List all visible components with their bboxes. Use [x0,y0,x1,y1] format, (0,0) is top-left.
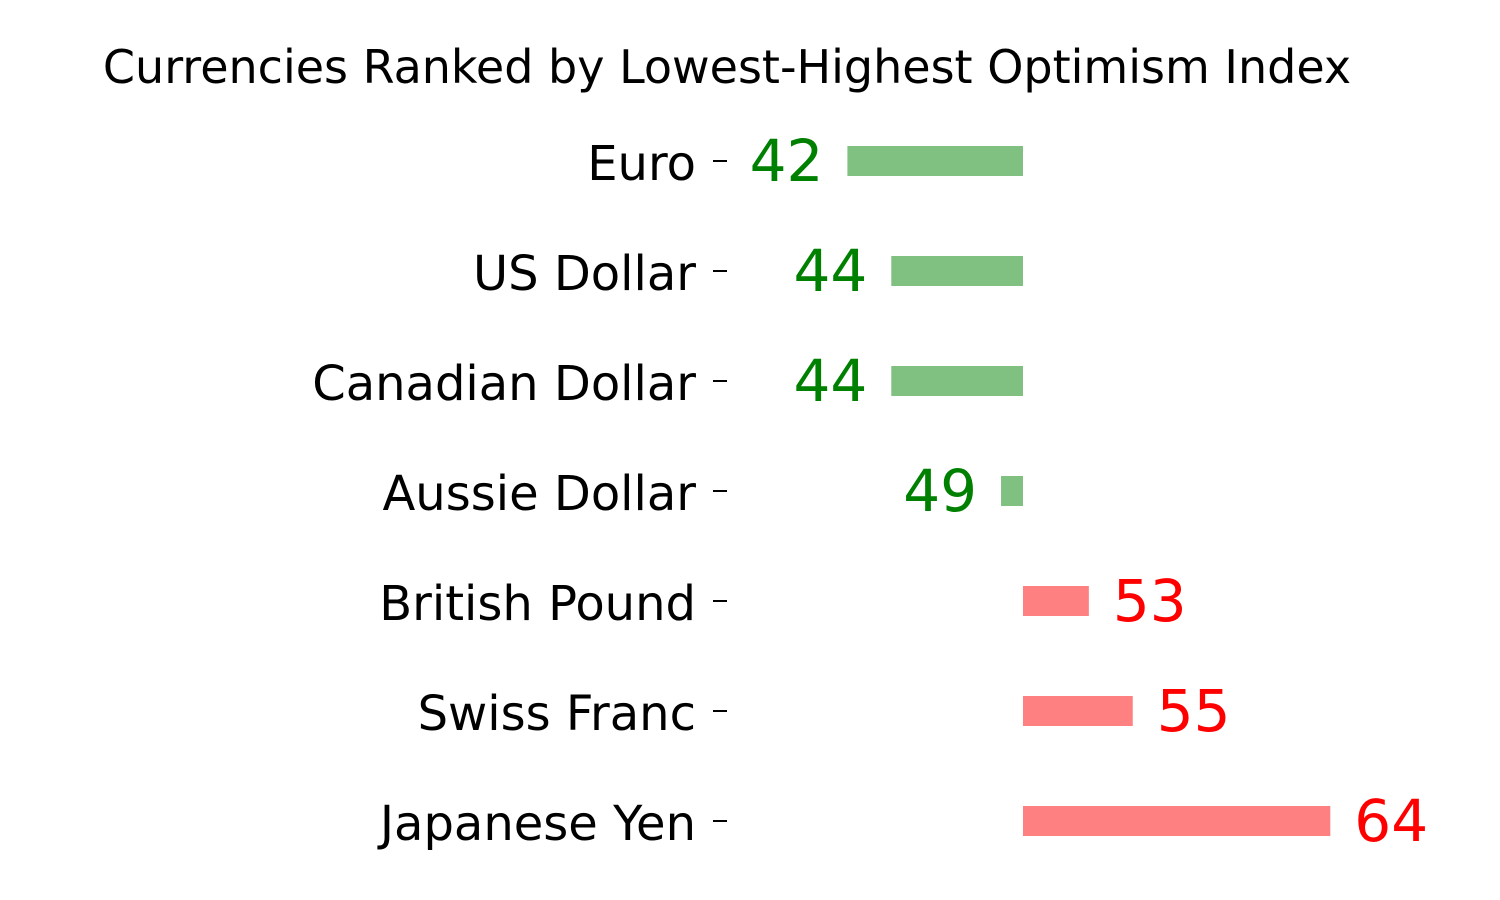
category-labels: Euro US Dollar Canadian Dollar Aussie Dolla… [312,136,696,852]
category-label-us-dollar: US Dollar [473,246,696,302]
category-label-aussie-dollar: Aussie Dollar [382,466,696,522]
category-label-euro: Euro [587,136,696,192]
bar-aussie-dollar [1001,476,1023,506]
category-label-british-pound: British Pound [379,576,696,632]
chart-title: Currencies Ranked by Lowest-Highest Opti… [103,40,1351,94]
bar-us-dollar [891,256,1023,286]
bar-canadian-dollar [891,366,1023,396]
category-label-japanese-yen: Japanese Yen [377,796,696,852]
value-label-japanese-yen: 64 [1354,787,1428,855]
value-labels: 42 44 44 49 53 55 64 [750,127,1429,855]
bar-japanese-yen [1023,806,1331,836]
value-label-british-pound: 53 [1113,567,1187,635]
value-label-us-dollar: 44 [793,237,867,305]
bar-british-pound [1023,586,1089,616]
value-label-aussie-dollar: 49 [903,457,977,525]
bars [847,146,1331,836]
value-label-euro: 42 [750,127,824,195]
value-label-swiss-franc: 55 [1157,677,1231,745]
y-axis-ticks [713,160,727,822]
bar-swiss-franc [1023,696,1133,726]
category-label-swiss-franc: Swiss Franc [418,686,696,742]
bar-euro [847,146,1023,176]
value-label-canadian-dollar: 44 [793,347,867,415]
category-label-canadian-dollar: Canadian Dollar [312,356,696,412]
